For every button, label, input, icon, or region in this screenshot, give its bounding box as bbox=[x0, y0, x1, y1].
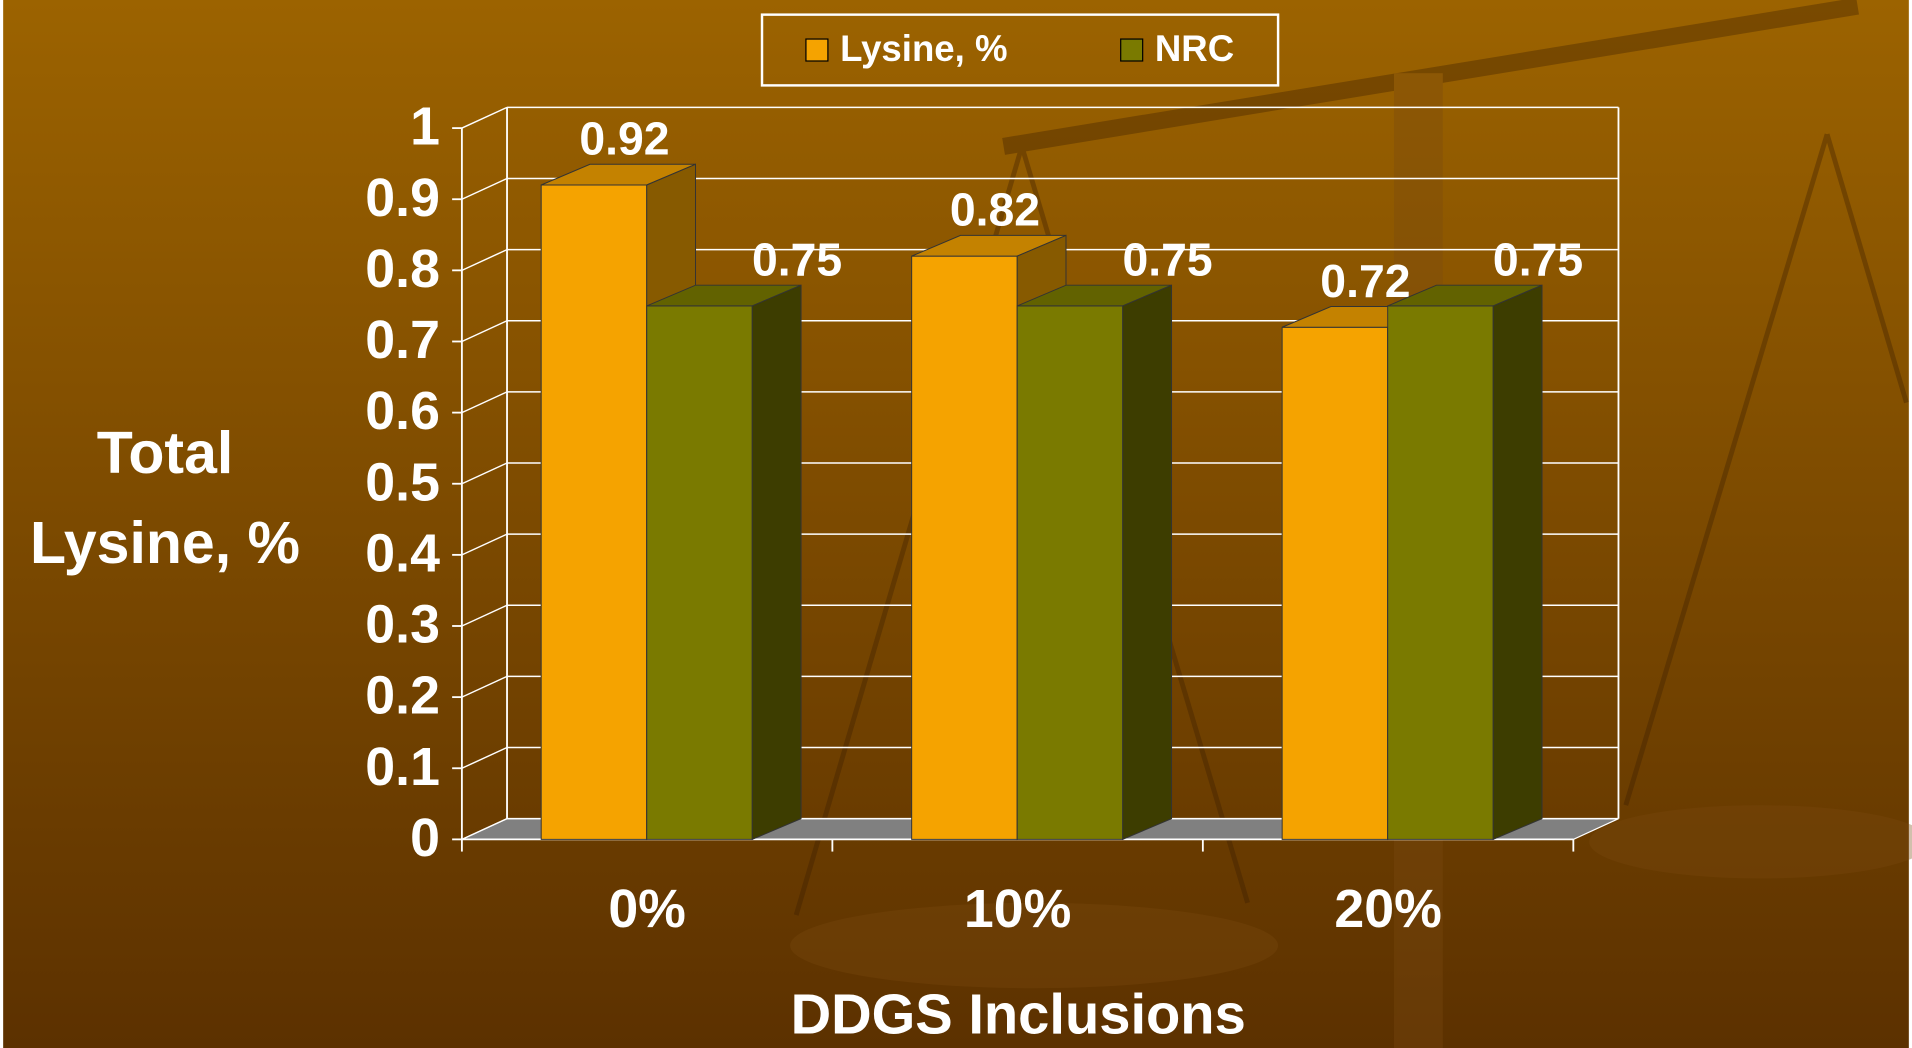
grid-line-side bbox=[461, 320, 508, 343]
value-label: 0.75 bbox=[1122, 233, 1212, 285]
grid-line-side bbox=[461, 177, 508, 200]
legend-box bbox=[760, 13, 1280, 87]
grid-line-side bbox=[461, 817, 508, 841]
legend-swatch bbox=[805, 38, 829, 62]
y-tick-label: 0.1 bbox=[365, 737, 440, 797]
bar-front bbox=[540, 184, 648, 840]
y-tick-label: 0.4 bbox=[365, 523, 440, 583]
grid-line-side bbox=[461, 533, 508, 556]
y-tick-label: 0.7 bbox=[365, 310, 440, 370]
bar-front bbox=[1387, 305, 1494, 840]
x-axis-title: DDGS Inclusions bbox=[791, 983, 1246, 1046]
y-tick-label: 0.5 bbox=[365, 452, 440, 512]
grid-line-side bbox=[461, 391, 508, 414]
bar-front bbox=[646, 305, 753, 840]
legend-swatch bbox=[1120, 38, 1144, 62]
value-label: 0.75 bbox=[752, 233, 842, 285]
bar-side bbox=[1492, 284, 1543, 841]
legend-label: Lysine, % bbox=[840, 28, 1007, 69]
bar-side bbox=[751, 284, 802, 841]
bar-side bbox=[1122, 284, 1173, 841]
value-label: 0.72 bbox=[1320, 255, 1410, 307]
legend-label: NRC bbox=[1155, 28, 1234, 69]
value-label: 0.75 bbox=[1493, 233, 1583, 285]
grid-line-side bbox=[461, 106, 508, 129]
x-tick-label: 20% bbox=[1334, 879, 1441, 939]
value-label: 0.92 bbox=[579, 113, 669, 165]
grid-line-side bbox=[461, 248, 508, 272]
grid-line-side bbox=[461, 746, 508, 769]
bar-front bbox=[1281, 326, 1389, 840]
y-tick-label: 0 bbox=[410, 808, 440, 868]
y-tick-label: 1 bbox=[410, 97, 440, 157]
grid-line-side bbox=[461, 462, 508, 485]
x-tick-label: 10% bbox=[964, 879, 1071, 939]
plot: 00.10.20.30.40.50.60.70.80.910%0.920.751… bbox=[365, 28, 1620, 939]
grid-line-side bbox=[461, 604, 508, 627]
value-label: 0.82 bbox=[950, 184, 1040, 236]
y-tick-label: 0.2 bbox=[365, 666, 440, 726]
y-axis-title: Total Lysine, % bbox=[30, 420, 300, 576]
bar-front bbox=[911, 255, 1018, 840]
y-tick-label: 0.6 bbox=[365, 381, 440, 441]
grid-line-side bbox=[461, 675, 508, 698]
bar-front bbox=[1016, 305, 1124, 840]
x-tick-label: 0% bbox=[608, 879, 686, 939]
y-tick-label: 0.8 bbox=[365, 239, 440, 299]
y-tick-label: 0.3 bbox=[365, 595, 440, 655]
y-tick-label: 0.9 bbox=[365, 168, 440, 228]
